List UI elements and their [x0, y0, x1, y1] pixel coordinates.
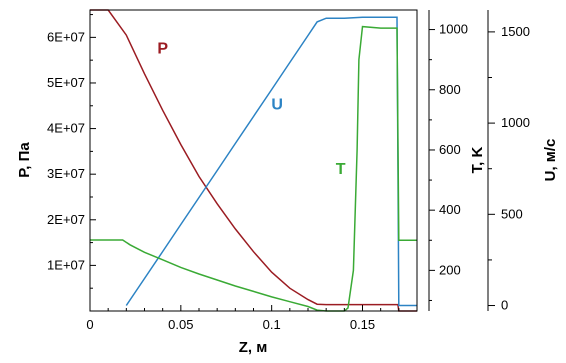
t-tick-label: 600	[439, 142, 461, 157]
x-tick-label: 0	[86, 317, 93, 332]
p-tick-label: 6E+07	[47, 29, 85, 44]
label-layer: P U T	[157, 40, 345, 178]
series-label-p: P	[157, 40, 168, 57]
x-tick-label: 0.05	[168, 317, 193, 332]
p-axis-title: P, Па	[16, 142, 33, 178]
t-axis: 200 400 600 800 1000	[428, 10, 468, 311]
t-tick-label: 1000	[439, 22, 468, 37]
x-tick-label: 0.1	[263, 317, 281, 332]
t-axis-title: T, K	[469, 147, 486, 174]
u-axis: 0 500 1000 1500	[487, 10, 530, 313]
p-axis: 1E+07 2E+07 3E+07 4E+07 5E+07 6E+07	[47, 14, 96, 289]
p-tick-label: 5E+07	[47, 75, 85, 90]
t-tick-label: 400	[439, 202, 461, 217]
u-tick-label: 0	[501, 298, 508, 313]
t-tick-label: 800	[439, 82, 461, 97]
series-layer	[90, 9, 417, 312]
u-tick-label: 1000	[501, 115, 530, 130]
u-tick-label: 1500	[501, 24, 530, 39]
t-tick-label: 200	[439, 262, 461, 277]
x-axis-title: Z, м	[239, 339, 268, 356]
p-tick-label: 4E+07	[47, 121, 85, 136]
u-tick-label: 500	[501, 206, 523, 221]
p-tick-label: 3E+07	[47, 166, 85, 181]
p-tick-label: 1E+07	[47, 257, 85, 272]
series-label-u: U	[271, 96, 283, 113]
series-line-p	[90, 9, 417, 312]
series-label-t: T	[336, 161, 346, 178]
series-line-t	[90, 25, 417, 312]
x-tick-label: 0.15	[350, 317, 375, 332]
p-tick-label: 2E+07	[47, 212, 85, 227]
series-line-u	[125, 16, 417, 307]
x-axis: 0 0.05 0.1 0.15	[86, 305, 400, 332]
u-axis-title: U, м/с	[542, 139, 559, 182]
plot-frame	[89, 9, 418, 312]
